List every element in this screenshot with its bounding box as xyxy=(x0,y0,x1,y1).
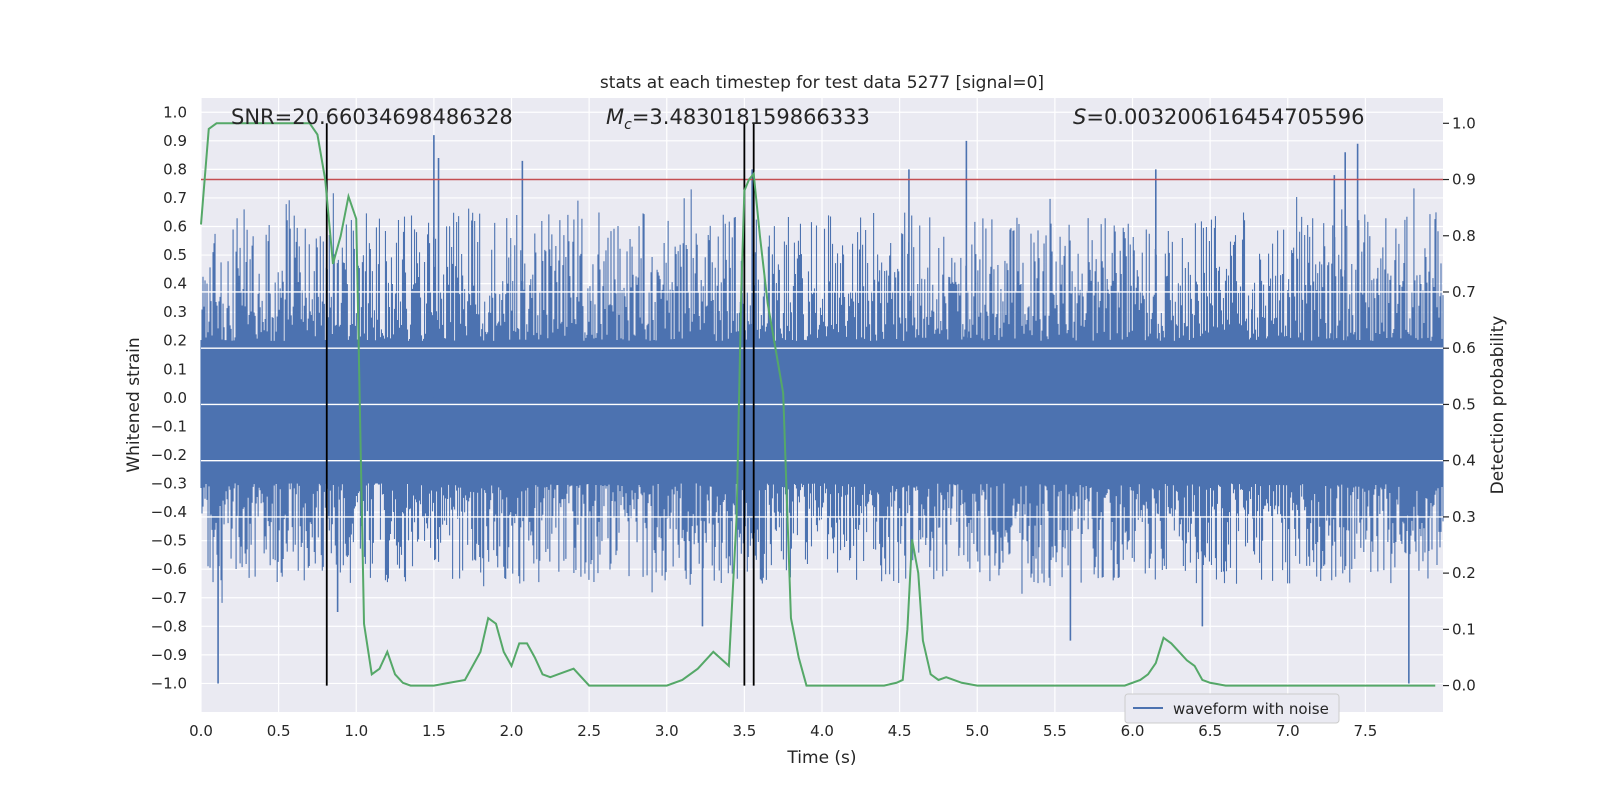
x-tick-label: 1.5 xyxy=(422,722,446,740)
y-tick-label: 0.3 xyxy=(163,303,187,321)
x-tick-label: 2.5 xyxy=(577,722,601,740)
x-tick-label: 5.0 xyxy=(965,722,989,740)
x-tick-label: 2.0 xyxy=(500,722,524,740)
chirp-mass-symbol: M xyxy=(606,105,624,129)
y-tick-label: 0.4 xyxy=(163,275,187,293)
x-tick-label: 6.0 xyxy=(1121,722,1145,740)
x-tick-label: 7.0 xyxy=(1276,722,1300,740)
chart-title: stats at each timestep for test data 527… xyxy=(600,73,1044,93)
y-tick-label: −0.4 xyxy=(151,503,187,521)
y-axis-label: Whitened strain xyxy=(124,337,144,472)
y2-tick-label: 0.8 xyxy=(1452,227,1476,245)
y-tick-label: −0.5 xyxy=(151,532,187,550)
y-axis-ticks: 1.0 0.9 0.8 0.7 0.6 0.5 0.4 0.3 0.2 0.1 0.0 −0.1 −0.… xyxy=(151,103,187,692)
y-tick-label: −0.6 xyxy=(151,560,187,578)
y-tick-label: 1.0 xyxy=(163,103,187,121)
s-symbol: S xyxy=(1073,105,1086,129)
chirp-mass-subscript: c xyxy=(624,117,632,133)
overlays xyxy=(200,122,1443,687)
y-tick-label: 0.7 xyxy=(163,189,187,207)
waveform-spikes xyxy=(217,135,1410,684)
x-tick-label: 0.0 xyxy=(189,722,213,740)
y2-axis-label: Detection probability xyxy=(1488,316,1508,495)
y2-tick-label: 0.4 xyxy=(1452,452,1476,470)
waveform-series xyxy=(200,135,1444,684)
x-tick-label: 3.0 xyxy=(655,722,679,740)
x-tick-label: 0.5 xyxy=(267,722,291,740)
y-tick-label: 0.6 xyxy=(163,218,187,236)
y2-tick-label: 0.1 xyxy=(1452,620,1476,638)
y2-tick-label: 1.0 xyxy=(1452,114,1476,132)
snr-annotation: SNR=20.66034698486328 xyxy=(231,105,513,129)
probability-line xyxy=(200,122,1436,687)
y-tick-label: 0.0 xyxy=(163,389,187,407)
y2-axis-ticks: 1.0 0.9 0.8 0.7 0.6 0.5 0.4 0.3 0.2 0.1 0.0 xyxy=(1443,114,1476,695)
y-tick-label: 0.1 xyxy=(163,360,187,378)
y2-tick-label: 0.5 xyxy=(1452,395,1476,413)
x-tick-label: 1.0 xyxy=(344,722,368,740)
x-axis-label: Time (s) xyxy=(786,748,856,768)
x-tick-label: 5.5 xyxy=(1043,722,1067,740)
legend-label: waveform with noise xyxy=(1173,700,1329,718)
x-tick-label: 7.5 xyxy=(1353,722,1377,740)
x-tick-label: 4.5 xyxy=(888,722,912,740)
y2-tick-label: 0.0 xyxy=(1452,677,1476,695)
y-tick-label: −0.9 xyxy=(151,646,187,664)
y-tick-label: 0.2 xyxy=(163,332,187,350)
x-tick-label: 4.0 xyxy=(810,722,834,740)
y-tick-label: −0.8 xyxy=(151,617,187,635)
y2-tick-label: 0.2 xyxy=(1452,564,1476,582)
y2-tick-label: 0.7 xyxy=(1452,283,1476,301)
y2-tick-label: 0.9 xyxy=(1452,171,1476,189)
x-tick-label: 3.5 xyxy=(732,722,756,740)
s-value: =0.003200616454705596 xyxy=(1086,105,1364,129)
y-tick-label: −0.3 xyxy=(151,475,187,493)
s-annotation: S=0.003200616454705596 xyxy=(1073,105,1364,129)
chirp-mass-value: =3.483018159866333 xyxy=(632,105,870,129)
y-tick-label: −1.0 xyxy=(151,674,187,692)
x-tick-label: 6.5 xyxy=(1198,722,1222,740)
legend-box xyxy=(1124,693,1340,724)
x-axis-ticks: 0.0 0.5 1.0 1.5 2.0 2.5 3.0 3.5 4.0 4.5 5.0 5.5 6.0 6… xyxy=(189,722,1377,740)
legend: waveform with noise xyxy=(1124,693,1340,724)
y-tick-label: 0.5 xyxy=(163,246,187,264)
y-tick-label: 0.8 xyxy=(163,160,187,178)
y-tick-label: −0.2 xyxy=(151,446,187,464)
chirp-mass-annotation: Mc=3.483018159866333 xyxy=(606,105,870,133)
y-tick-label: 0.9 xyxy=(163,132,187,150)
y-tick-label: −0.7 xyxy=(151,589,187,607)
y2-tick-label: 0.3 xyxy=(1452,508,1476,526)
y2-tick-label: 0.6 xyxy=(1452,339,1476,357)
y-tick-label: −0.1 xyxy=(151,417,187,435)
